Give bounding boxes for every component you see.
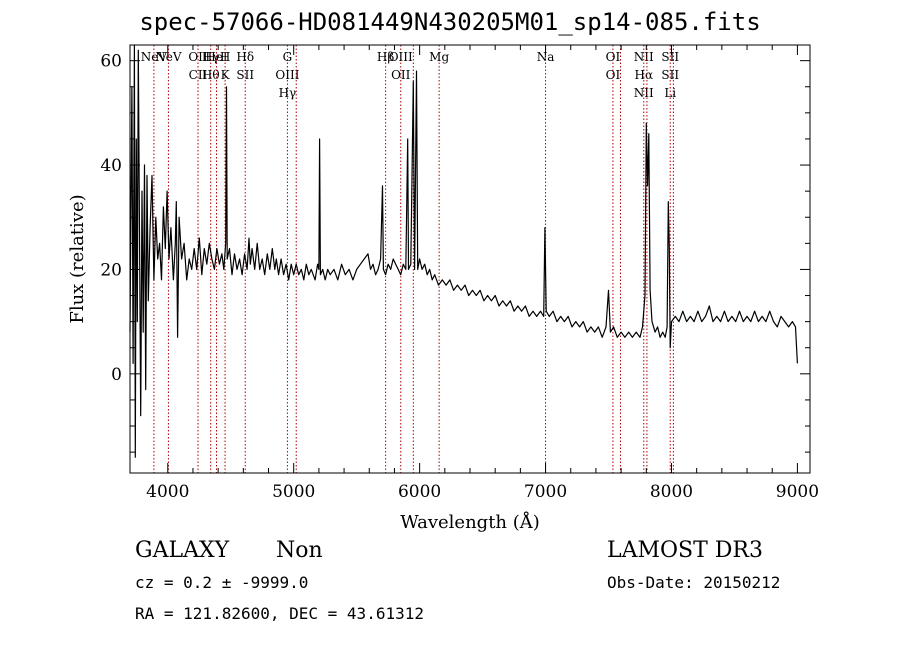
object-subclass: Non <box>276 538 323 563</box>
line-label: OII <box>188 50 208 64</box>
line-label: G <box>283 50 293 64</box>
y-tick-label: 60 <box>100 52 122 72</box>
line-label: Hγ <box>202 50 220 64</box>
x-tick-label: 5000 <box>272 482 315 502</box>
line-label: SII <box>236 68 254 82</box>
chart-title: spec-57066-HD081449N430205M01_sp14-085.f… <box>139 8 761 36</box>
line-label: Hα <box>634 68 653 82</box>
line-label: Li <box>664 86 676 100</box>
line-label: NeV <box>155 50 182 64</box>
coordinates-readout: RA = 121.82600, DEC = 43.61312 <box>135 604 424 623</box>
redshift-readout: cz = 0.2 ± -9999.0 <box>135 573 309 592</box>
survey-name: LAMOST DR3 <box>607 538 763 563</box>
line-label: NII <box>634 50 654 64</box>
line-label: HeI <box>205 50 228 64</box>
line-label: OI <box>606 68 621 82</box>
line-label: Hβ <box>377 50 394 64</box>
line-label: Na <box>537 50 555 64</box>
y-tick-label: 0 <box>111 365 122 385</box>
line-label: OIII <box>275 68 299 82</box>
line-label: CII <box>189 68 208 82</box>
line-label: OIII <box>389 50 413 64</box>
line-label: Mg <box>429 50 449 64</box>
line-label: Hδ <box>236 50 254 64</box>
line-label: SII <box>661 50 679 64</box>
plot-frame <box>129 44 811 474</box>
y-axis-label: Flux (relative) <box>67 194 88 323</box>
y-tick-label: 40 <box>100 156 122 176</box>
line-label: NII <box>634 86 654 100</box>
spectrum-line <box>129 44 798 458</box>
x-tick-label: 6000 <box>398 482 441 502</box>
x-tick-label: 4000 <box>146 482 189 502</box>
line-label: SII <box>661 68 679 82</box>
line-label: H <box>220 50 230 64</box>
x-axis-label: Wavelength (Å) <box>400 511 540 533</box>
line-label: Hθ <box>202 68 220 82</box>
line-label: Hγ <box>279 86 297 100</box>
object-type: GALAXY <box>135 538 230 563</box>
y-tick-label: 20 <box>100 260 122 280</box>
x-tick-label: 8000 <box>650 482 693 502</box>
x-tick-label: 9000 <box>776 482 819 502</box>
observation-date: Obs-Date: 20150212 <box>607 573 781 592</box>
line-label: OI <box>606 50 621 64</box>
line-label: NeV <box>141 50 168 64</box>
x-tick-label: 7000 <box>524 482 567 502</box>
line-label: OII <box>391 68 411 82</box>
line-label: K <box>221 68 231 82</box>
